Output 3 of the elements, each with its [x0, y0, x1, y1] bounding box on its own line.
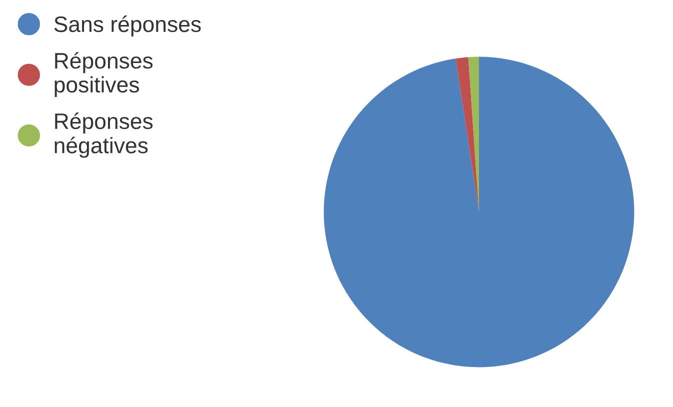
- legend-label: Réponses négatives: [54, 112, 153, 158]
- legend-label: Sans réponses: [54, 16, 201, 37]
- legend-label: Réponses positives: [54, 52, 153, 97]
